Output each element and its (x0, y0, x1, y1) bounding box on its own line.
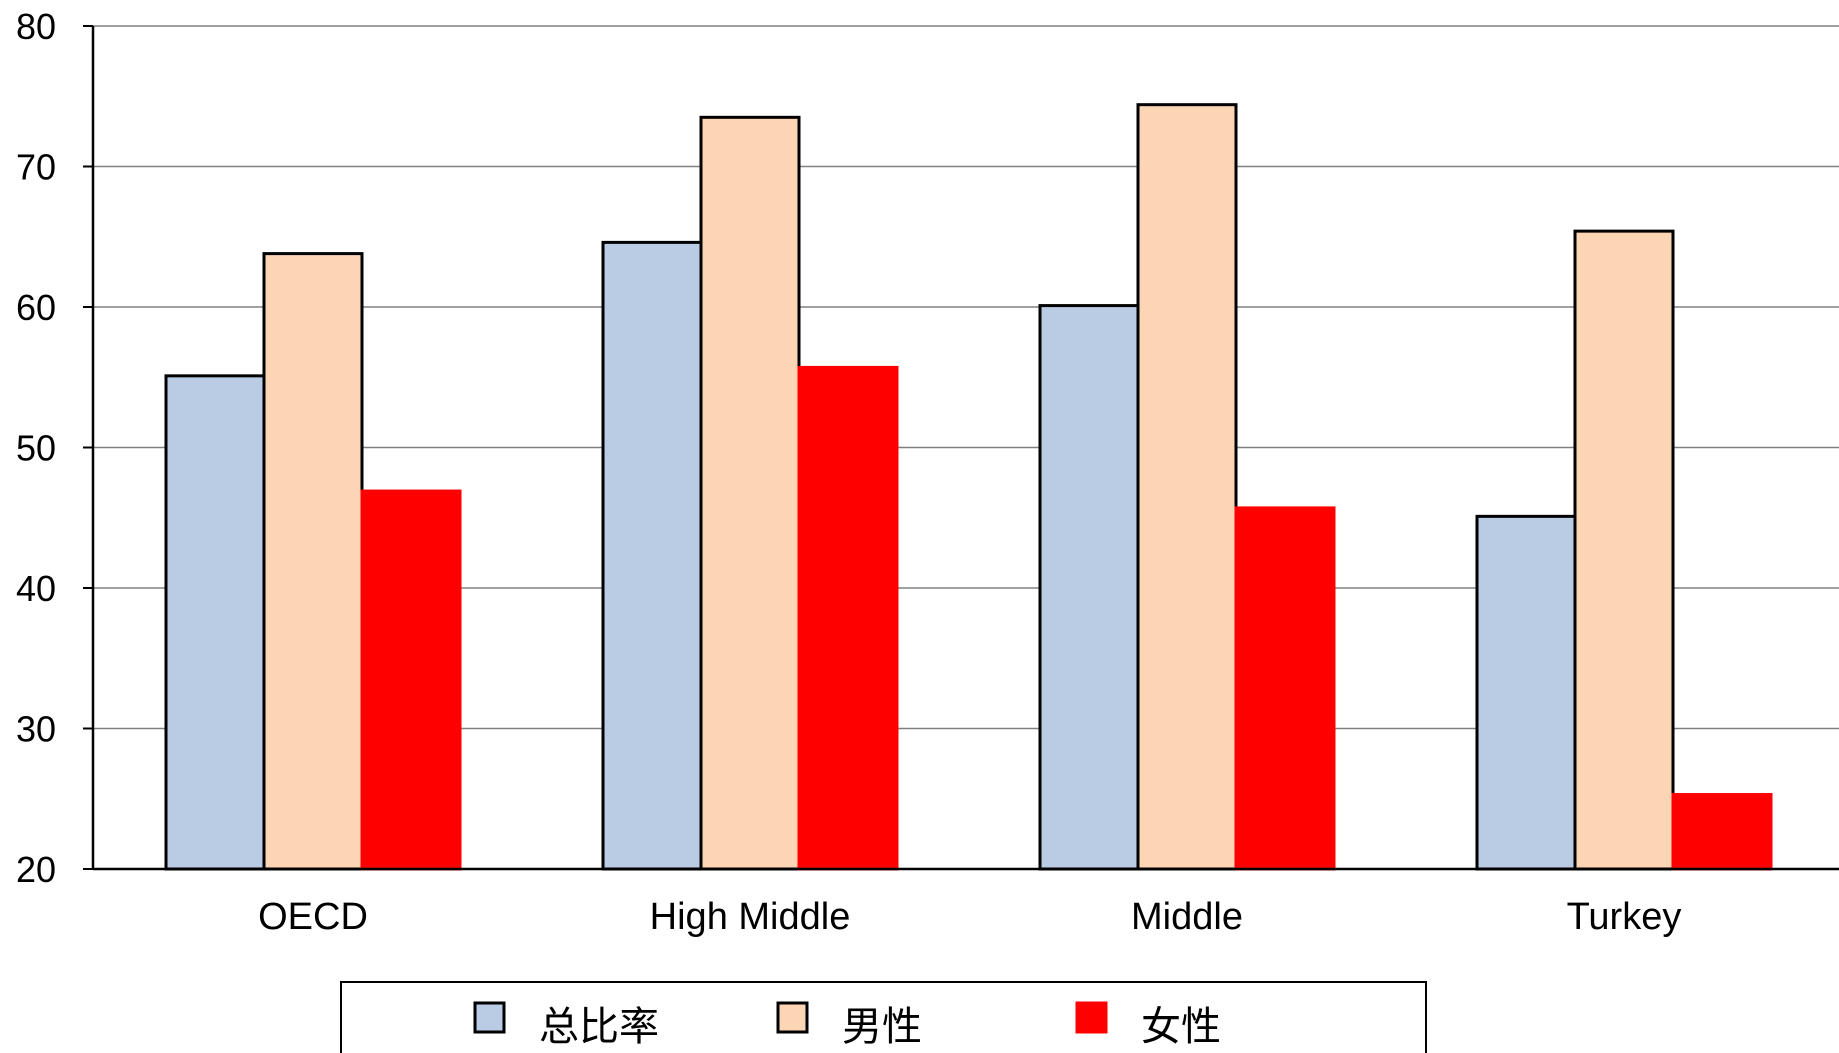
bar-high-middle-series-0 (601, 240, 703, 871)
bar-high-middle-series-2 (797, 365, 899, 871)
legend-swatch-series-1 (776, 1001, 809, 1034)
legend-box (340, 981, 1427, 1053)
y-tick-label: 30 (16, 709, 56, 750)
x-category-label: Turkey (1567, 896, 1682, 938)
y-tick-label: 70 (16, 147, 56, 188)
bar-middle-series-1 (1136, 103, 1238, 871)
y-tick-label: 20 (16, 849, 56, 890)
bar-middle-series-2 (1234, 506, 1336, 871)
bar-turkey-series-2 (1671, 793, 1773, 871)
bar-oecd-series-0 (164, 374, 266, 871)
legend-label-series-0: 总比率 (539, 1004, 659, 1050)
legend: 总比率 男性 女性 (340, 981, 1427, 1053)
x-category-label: High Middle (650, 896, 851, 938)
legend-swatch-series-0 (473, 1001, 506, 1034)
legend-label-series-2: 女性 (1141, 1004, 1221, 1050)
bar-turkey-series-1 (1573, 229, 1675, 871)
x-category-labels: OECD High Middle Middle Turkey (258, 896, 1681, 938)
y-tick-label: 50 (16, 428, 56, 469)
y-tick-label: 40 (16, 568, 56, 609)
legend-swatch-series-2 (1075, 1001, 1108, 1034)
bar-middle-series-0 (1038, 304, 1140, 871)
bar-turkey-series-0 (1475, 514, 1577, 871)
y-tick-label: 60 (16, 287, 56, 328)
legend-label-series-1: 男性 (842, 1004, 922, 1050)
bar-oecd-series-1 (262, 252, 364, 871)
x-category-label: OECD (258, 896, 368, 938)
bar-oecd-series-2 (360, 489, 462, 871)
bars (164, 103, 1773, 871)
y-tick-label: 80 (16, 6, 56, 47)
x-category-label: Middle (1131, 896, 1243, 938)
y-tick-labels: 20 30 40 50 60 70 80 (16, 6, 93, 890)
bar-high-middle-series-1 (699, 115, 801, 871)
